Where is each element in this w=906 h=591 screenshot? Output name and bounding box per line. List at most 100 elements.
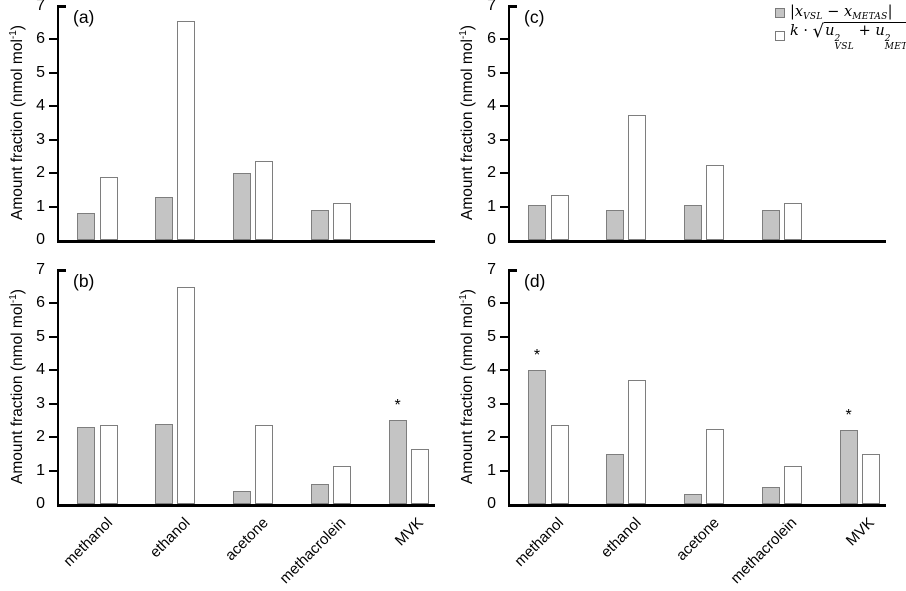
y-tick-label: 1: [487, 461, 496, 479]
y-tick-label: 1: [36, 197, 45, 215]
y-tick-label: 4: [36, 361, 45, 379]
y-tick: [499, 71, 508, 74]
y-tick: [48, 138, 57, 141]
bar-difference-methacrolein: [761, 487, 780, 504]
bar-uncertainty-acetone: [255, 161, 274, 240]
bar-uncertainty-ethanol: [177, 286, 196, 504]
bar-uncertainty-ethanol: [177, 21, 196, 240]
y-tick-label: 4: [36, 97, 45, 115]
y-tick: [499, 469, 508, 472]
category-label-MVK: MVK: [392, 514, 428, 550]
bar-uncertainty-methanol: [550, 425, 569, 504]
category-label-methacrolein: methacrolein: [727, 514, 801, 588]
bar-difference-acetone: [683, 493, 702, 504]
y-tick: [48, 302, 57, 305]
category-label-MVK: MVK: [843, 514, 879, 550]
bar-difference-ethanol: [154, 423, 173, 504]
bar-uncertainty-acetone: [706, 428, 725, 504]
y-tick-label: 2: [487, 164, 496, 182]
axis-top-cap: [507, 269, 517, 272]
bar-difference-methacrolein: [761, 209, 780, 240]
bar-difference-methanol: [77, 213, 95, 240]
bar-uncertainty-ethanol: [628, 114, 647, 240]
category-label-methanol: methanol: [59, 514, 116, 570]
bar-uncertainty-methacrolein: [784, 465, 803, 504]
bar-uncertainty-methanol: [99, 176, 118, 240]
panel-d-plot: (d) 0 1 2 3 4 5 6 7 * methanol ethanol acetone metha…: [487, 261, 886, 587]
bar-uncertainty-MVK: [411, 448, 430, 504]
y-tick: [499, 335, 508, 338]
bar-uncertainty-methanol: [99, 425, 118, 504]
category-label-ethanol: ethanol: [597, 514, 645, 562]
bar-difference-methanol: [528, 204, 546, 240]
axis-top-cap: [56, 5, 66, 8]
bar-difference-acetone: [232, 173, 251, 240]
y-tick: [48, 172, 57, 175]
y-tick-label: 7: [36, 0, 45, 14]
bar-difference-acetone: [683, 204, 702, 240]
asterisk-methanol: *: [533, 347, 541, 365]
y-tick: [48, 71, 57, 74]
bar-uncertainty-methacrolein: [784, 203, 803, 240]
y-tick-label: 3: [487, 394, 496, 412]
category-label-methacrolein: methacrolein: [276, 514, 350, 588]
y-tick: [48, 335, 57, 338]
bar-uncertainty-methanol: [550, 194, 569, 240]
y-axis-title-a: Amount fraction (nmol mol-1): [8, 25, 27, 220]
y-tick-label: 0: [36, 495, 45, 512]
bar-uncertainty-MVK: [862, 453, 881, 504]
y-tick-label: 5: [487, 327, 496, 345]
bar-difference-MVK: [839, 430, 858, 504]
bar-uncertainty-methacrolein: [333, 203, 352, 240]
panel-label-d: (d): [524, 271, 546, 291]
y-tick: [499, 402, 508, 405]
y-tick-label: 7: [36, 261, 45, 278]
y-tick-label: 6: [36, 30, 45, 48]
panel-c-plot: (c) 0 1 2 3 4 5 6 7: [487, 0, 886, 248]
panel-b-plot: (b) 0 1 2 3 4 5 6 7 methanol ethanol acetone methac…: [36, 261, 435, 587]
asterisk-MVK: *: [394, 397, 401, 415]
bar-uncertainty-acetone: [706, 164, 725, 240]
y-tick-label: 2: [487, 428, 496, 446]
y-tick: [499, 138, 508, 141]
bar-difference-MVK: [388, 420, 407, 504]
y-tick-label: 5: [36, 63, 45, 81]
category-label-acetone: acetone: [221, 514, 272, 565]
legend-swatch-white: [775, 30, 785, 41]
y-tick: [48, 436, 57, 439]
legend-swatch-gray: [775, 7, 785, 18]
y-tick-label: 5: [487, 63, 496, 81]
y-tick: [499, 302, 508, 305]
y-tick: [48, 469, 57, 472]
bar-difference-methanol: [77, 427, 95, 504]
y-tick-label: 6: [487, 294, 496, 312]
axis-top-cap: [56, 269, 66, 272]
y-tick: [48, 369, 57, 372]
bar-difference-methacrolein: [310, 483, 329, 504]
category-label-ethanol: ethanol: [146, 514, 194, 562]
bar-difference-ethanol: [154, 196, 173, 240]
bar-difference-ethanol: [605, 453, 624, 504]
y-axis-title-d: Amount fraction (nmol mol-1): [458, 289, 477, 484]
y-tick: [499, 205, 508, 208]
y-tick: [48, 105, 57, 108]
y-tick-label: 0: [36, 231, 45, 248]
y-tick: [48, 205, 57, 208]
y-tick-label: 2: [36, 428, 45, 446]
y-axis-title-b: Amount fraction (nmol mol-1): [8, 289, 27, 484]
y-tick-label: 7: [487, 0, 496, 14]
panel-label-a: (a): [73, 7, 95, 27]
y-tick-label: 1: [36, 461, 45, 479]
y-tick-label: 4: [487, 97, 496, 115]
y-tick-label: 3: [487, 130, 496, 148]
bar-difference-ethanol: [605, 209, 624, 240]
bar-difference-methacrolein: [310, 209, 329, 240]
panel-a-plot: (a) 0 1 2 3 4 5 6 7: [36, 0, 435, 248]
y-tick-label: 2: [36, 164, 45, 182]
y-tick-label: 1: [487, 197, 496, 215]
legend-label-difference: |xVSL − xMETAS|: [790, 3, 893, 22]
y-tick-label: 5: [36, 327, 45, 345]
